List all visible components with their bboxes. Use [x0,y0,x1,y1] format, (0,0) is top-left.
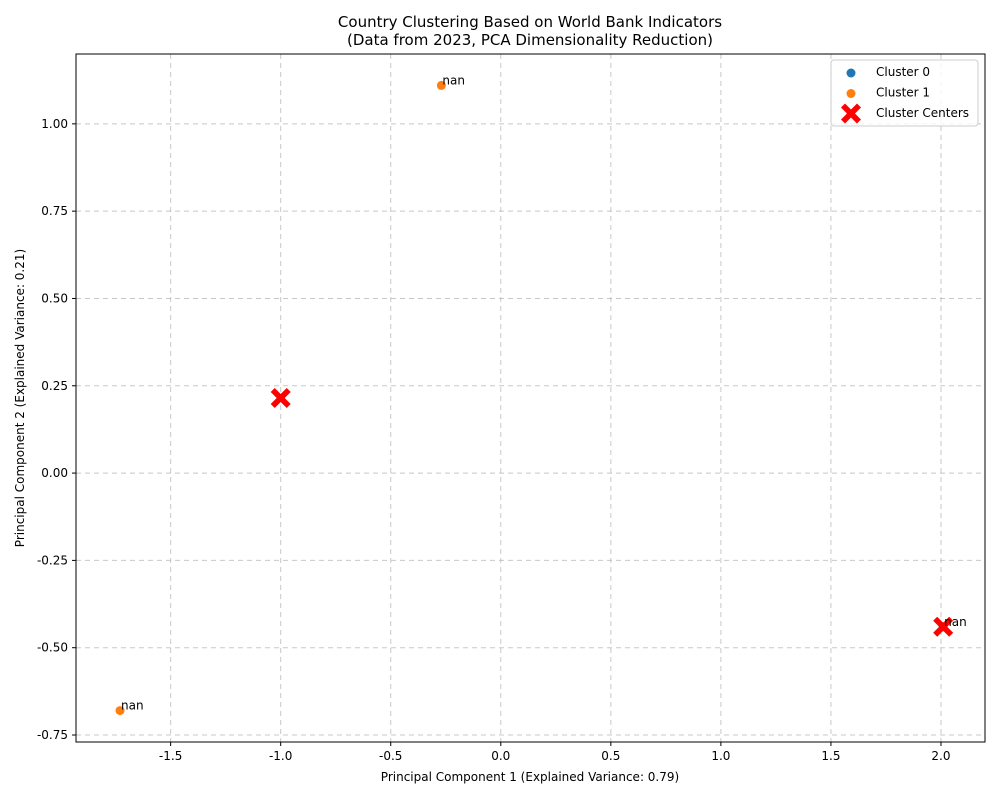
legend-marker [846,68,856,78]
x-tick-label: -1.5 [159,749,182,763]
point-label: nan [121,699,144,713]
point-label: nan [442,73,465,87]
data-point [115,706,125,716]
x-tick-label: 0.0 [491,749,510,763]
data-point [436,80,446,90]
y-tick-label: -0.75 [37,728,68,742]
point-label: nan [944,615,967,629]
x-axis-label: Principal Component 1 (Explained Varianc… [381,770,679,784]
y-tick-label: 0.00 [41,466,68,480]
plot-frame [75,53,986,743]
cluster-center-marker [270,388,291,408]
legend-label: Cluster 1 [876,86,930,100]
legend-frame [830,59,979,127]
y-tick-label: 1.00 [41,117,68,131]
grid [76,54,985,742]
chart-title: Country Clustering Based on World Bank I… [338,13,722,31]
chart-subtitle: (Data from 2023, PCA Dimensionality Redu… [347,31,713,49]
legend-label: Cluster Centers [876,106,969,120]
x-tick-label: 1.0 [711,749,730,763]
cluster-center-marker [933,616,954,637]
x-tick-label: -1.0 [269,749,292,763]
data-points: nan nan nan [115,73,967,716]
legend: Cluster 0 Cluster 1 Cluster Centers [830,59,979,127]
x-tick-label: 0.5 [601,749,620,763]
y-axis-label: Principal Component 2 (Explained Varianc… [13,249,27,547]
axis-ticks: -1.5 -1.0 -0.5 0.0 0.5 1.0 1.5 2.0 -0.75 -0.50 -0.… [37,117,951,763]
legend-marker [846,89,856,98]
y-tick-label: 0.50 [41,291,68,305]
y-tick-label: 0.25 [41,379,68,393]
legend-marker [841,103,861,124]
y-tick-label: -0.50 [37,641,68,655]
y-tick-label: 0.75 [41,204,68,218]
x-tick-label: -0.5 [379,749,402,763]
x-tick-label: 1.5 [821,749,840,763]
legend-label: Cluster 0 [876,65,930,79]
x-tick-label: 2.0 [931,749,950,763]
y-tick-label: -0.25 [37,553,68,567]
